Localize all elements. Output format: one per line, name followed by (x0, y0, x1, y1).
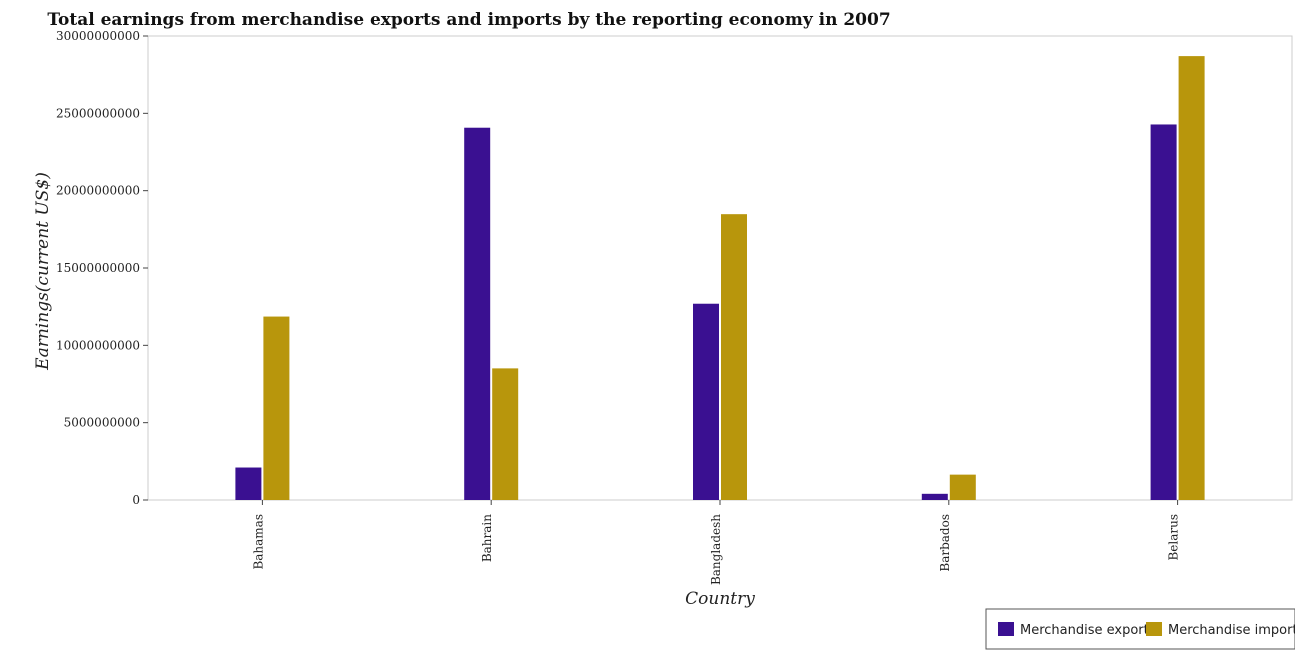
plot-frame (147, 35, 1293, 501)
x-tick-label: Bahamas (251, 514, 265, 570)
legend-swatch (1146, 622, 1162, 636)
x-axis-label: Country (685, 589, 755, 609)
x-tick-label: Belarus (1167, 514, 1181, 561)
y-tick-label: 30000000000 (56, 29, 140, 43)
bar-merchandise-imports (949, 474, 976, 500)
bar-merchandise-exports (921, 493, 948, 500)
y-axis-label: Earnings(current US$) (33, 172, 53, 371)
legend: Merchandise exports Merchandise imports (985, 608, 1295, 650)
x-tick-label: Barbados (938, 514, 952, 572)
bar-merchandise-exports (1150, 124, 1177, 500)
bar-merchandise-exports (464, 127, 491, 500)
x-tick-label: Bangladesh (709, 514, 723, 585)
chart-title: Total earnings from merchandise exports … (47, 10, 890, 30)
bar-merchandise-exports (235, 467, 262, 500)
legend-swatch (998, 622, 1014, 636)
bar-merchandise-imports (1178, 56, 1205, 501)
y-tick-label: 20000000000 (56, 184, 140, 198)
y-tick-label: 0 (132, 493, 140, 507)
y-tick-label: 5000000000 (64, 416, 140, 430)
x-tick-label: Bahrain (480, 514, 494, 562)
y-tick-label: 25000000000 (56, 106, 140, 120)
legend-label: Merchandise imports (1168, 623, 1295, 638)
y-tick-label: 15000000000 (56, 261, 140, 275)
bar-merchandise-imports (492, 368, 519, 500)
legend-box (985, 608, 1295, 650)
bar-merchandise-imports (721, 214, 747, 500)
plot-area: 0 5000000000 10000000000 15000000000 2000000… (56, 29, 1293, 585)
legend-label: Merchandise exports (1020, 623, 1156, 638)
bar-merchandise-exports (693, 303, 719, 500)
y-tick-label: 10000000000 (56, 338, 140, 352)
bar-merchandise-imports (263, 316, 290, 500)
